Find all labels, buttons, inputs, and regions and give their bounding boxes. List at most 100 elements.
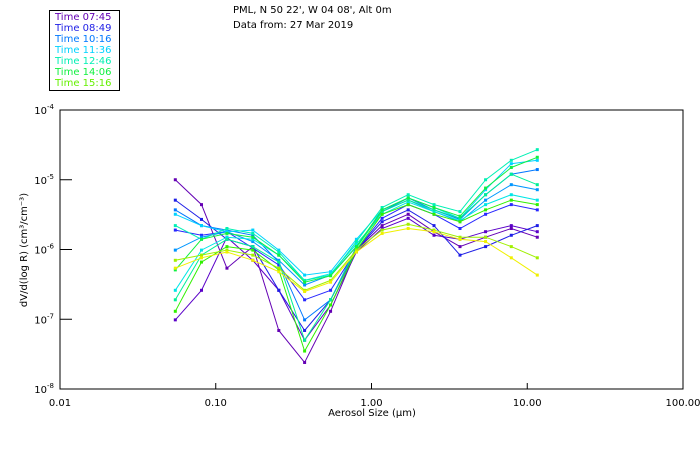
data-point [509, 245, 513, 249]
data-point [303, 278, 307, 282]
data-point [225, 231, 229, 235]
data-point [484, 208, 488, 212]
data-point [458, 220, 462, 224]
series-2 [173, 198, 539, 332]
data-point [509, 172, 513, 176]
data-point [251, 228, 255, 232]
data-point [484, 235, 488, 239]
data-point [535, 183, 539, 187]
data-point [406, 208, 410, 212]
series-1 [173, 216, 539, 342]
data-point [173, 198, 177, 202]
data-point [251, 233, 255, 237]
data-point [173, 266, 177, 270]
data-point [535, 224, 539, 228]
y-tick-label: 10-8 [34, 382, 54, 396]
data-point [535, 168, 539, 172]
data-point [303, 280, 307, 284]
y-axis-label: dV/d(log R) (cm³/cm⁻³) [19, 193, 30, 307]
x-tick-label: 10.00 [513, 398, 542, 409]
data-point [484, 186, 488, 190]
data-point [329, 278, 333, 282]
data-point [380, 228, 384, 232]
plot-frame [59, 109, 684, 390]
data-point [277, 258, 281, 262]
series-13 [173, 227, 539, 293]
data-point [225, 266, 229, 270]
data-point [380, 224, 384, 228]
data-point [509, 158, 513, 162]
data-point [432, 230, 436, 234]
data-point [251, 235, 255, 239]
data-point [509, 203, 513, 207]
series-line [175, 149, 538, 281]
data-point [535, 256, 539, 260]
data-point [303, 283, 307, 287]
data-point [173, 228, 177, 232]
data-point [173, 309, 177, 313]
series-line [174, 199, 538, 353]
data-point [406, 198, 410, 202]
series-line [174, 179, 538, 364]
data-point [329, 280, 333, 284]
data-point [173, 212, 177, 216]
data-point [329, 274, 333, 278]
legend-item: Time 12:46 [55, 56, 112, 67]
legend-item: Time 11:36 [55, 45, 112, 56]
data-point [458, 253, 462, 257]
y-tick-label: 10-4 [34, 103, 54, 117]
data-point [406, 196, 410, 200]
y-tick-label: 10-5 [34, 173, 54, 187]
data-point [406, 200, 410, 204]
data-point [432, 233, 436, 237]
data-point [535, 208, 539, 212]
data-point [303, 318, 307, 322]
data-point [277, 263, 281, 267]
data-point [535, 148, 539, 152]
data-point [432, 210, 436, 214]
data-point [329, 298, 333, 302]
data-point [303, 349, 307, 353]
data-point [225, 248, 229, 252]
data-point [225, 235, 229, 239]
series-9 [173, 172, 539, 342]
data-point [509, 162, 513, 166]
data-point [458, 235, 462, 239]
series-line [175, 159, 538, 276]
data-point [225, 228, 229, 232]
x-axis-label: Aerosol Size (µm) [328, 408, 416, 419]
data-point [354, 242, 358, 246]
data-point [199, 233, 203, 237]
series-10 [173, 155, 539, 284]
chart-subtitle: Data from: 27 Mar 2019 [233, 20, 354, 31]
data-point [432, 224, 436, 228]
legend-item: Time 07:45 [55, 12, 112, 23]
data-point [277, 288, 281, 292]
series-5 [173, 183, 539, 287]
data-point [277, 253, 281, 257]
data-point [199, 237, 203, 241]
data-point [225, 237, 229, 241]
x-tick-label: 100.00 [666, 398, 700, 409]
data-point [199, 256, 203, 260]
series-line [175, 184, 538, 286]
data-point [251, 237, 255, 241]
data-point [432, 228, 436, 232]
series-line [174, 156, 538, 283]
data-point [406, 193, 410, 197]
data-point [432, 203, 436, 207]
data-point [303, 273, 307, 277]
data-point [173, 224, 177, 228]
x-tick-label: 0.10 [205, 398, 227, 409]
data-point [277, 268, 281, 272]
legend-item: Time 15:16 [55, 78, 112, 89]
data-point [225, 230, 229, 234]
chart-title: PML, N 50 22', W 04 08', Alt 0m [233, 5, 392, 16]
data-point [199, 253, 203, 257]
data-point [509, 193, 513, 197]
data-point [484, 245, 488, 249]
data-point [251, 248, 255, 252]
data-point [354, 237, 358, 241]
data-point [484, 230, 488, 234]
